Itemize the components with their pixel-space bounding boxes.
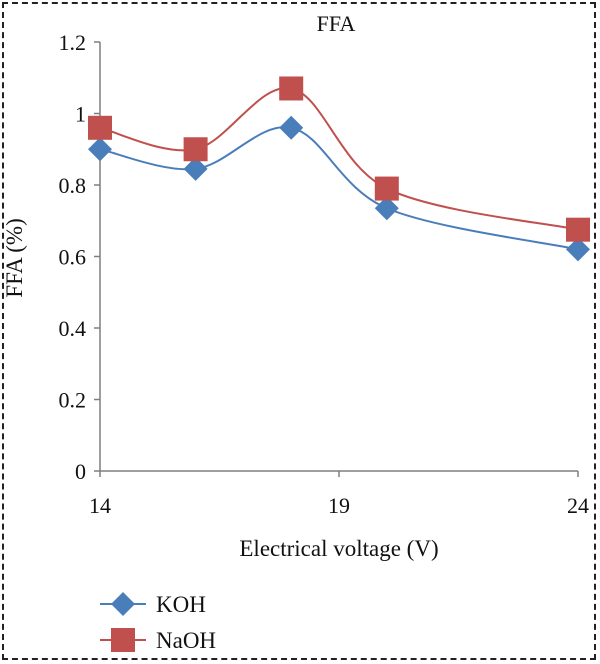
data-point-koh (88, 137, 112, 162)
data-point-koh (183, 156, 208, 181)
chart-title: FFA (317, 11, 356, 36)
legend: KOH NaOH (100, 592, 216, 653)
x-ticks: 14 19 24 (89, 471, 589, 518)
legend-marker-naoh (111, 628, 135, 652)
y-tick-label: 1.2 (59, 30, 87, 55)
data-point-koh (374, 196, 399, 221)
x-axis-title: Electrical voltage (V) (239, 536, 438, 561)
y-axis-title: FFA (%) (2, 218, 27, 297)
series-line-naoh (99, 87, 579, 231)
x-tick-label: 24 (567, 493, 589, 518)
series-group (88, 76, 590, 262)
y-tick-label: 1 (75, 102, 86, 127)
legend-label-koh: KOH (156, 592, 206, 617)
legend-marker-koh (111, 592, 135, 616)
data-point-naoh (279, 76, 304, 101)
data-point-naoh (374, 176, 399, 201)
data-point-naoh (566, 217, 590, 242)
series-line-koh (99, 126, 579, 251)
y-tick-label: 0 (75, 459, 86, 484)
x-tick-label: 19 (328, 493, 350, 518)
y-tick-label: 0.4 (59, 316, 87, 341)
data-point-koh (566, 237, 590, 262)
data-point-naoh (183, 137, 208, 162)
y-tick-label: 0.6 (59, 245, 87, 270)
data-point-koh (279, 115, 304, 140)
y-ticks: 0 0.2 0.4 0.6 0.8 1 1.2 (59, 30, 100, 484)
x-tick-label: 14 (89, 493, 111, 518)
y-tick-label: 0.8 (59, 173, 87, 198)
legend-label-naoh: NaOH (156, 628, 216, 653)
y-tick-label: 0.2 (59, 388, 87, 413)
data-point-naoh (88, 115, 112, 140)
